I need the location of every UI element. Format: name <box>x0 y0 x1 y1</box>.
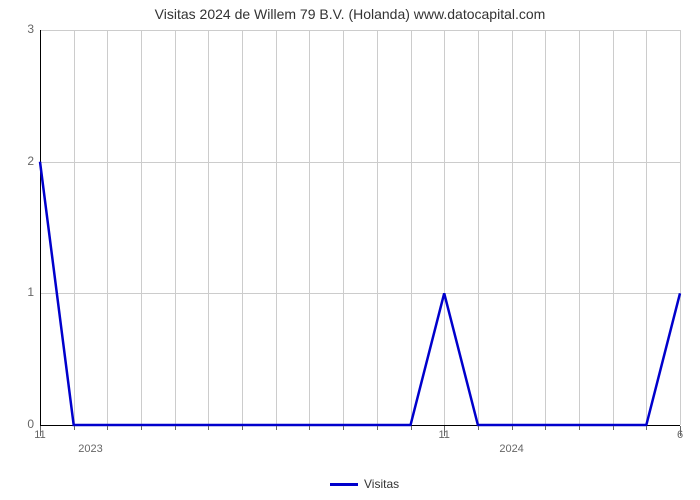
x-tick-mark <box>242 426 243 430</box>
x-tick-mark <box>141 426 142 430</box>
legend-swatch <box>330 483 358 486</box>
x-tick-mark <box>646 426 647 430</box>
chart-legend: Visitas <box>330 477 399 491</box>
grid-line-vertical <box>680 30 681 425</box>
x-tick-mark <box>208 426 209 430</box>
legend-label: Visitas <box>364 477 399 491</box>
x-tick-mark <box>613 426 614 430</box>
chart-title: Visitas 2024 de Willem 79 B.V. (Holanda)… <box>0 6 700 22</box>
x-tick-mark <box>74 426 75 430</box>
x-tick-mark <box>175 426 176 430</box>
chart-plot-area <box>40 30 680 425</box>
x-tick-mark <box>343 426 344 430</box>
x-year-label: 2023 <box>66 443 116 455</box>
x-tick-mark <box>411 426 412 430</box>
x-tick-mark <box>512 426 513 430</box>
x-year-label: 2024 <box>487 443 537 455</box>
x-tick-mark <box>478 426 479 430</box>
x-tick-mark <box>545 426 546 430</box>
y-tick-label: 2 <box>6 154 34 168</box>
x-tick-label: 11 <box>432 429 456 441</box>
x-tick-label: 11 <box>28 429 52 441</box>
x-tick-label: 6 <box>668 429 692 441</box>
x-tick-mark <box>276 426 277 430</box>
x-tick-mark <box>309 426 310 430</box>
y-tick-label: 3 <box>6 22 34 36</box>
x-tick-mark <box>579 426 580 430</box>
y-tick-label: 1 <box>6 285 34 299</box>
x-tick-mark <box>107 426 108 430</box>
chart-line-series <box>40 30 680 425</box>
x-tick-mark <box>377 426 378 430</box>
